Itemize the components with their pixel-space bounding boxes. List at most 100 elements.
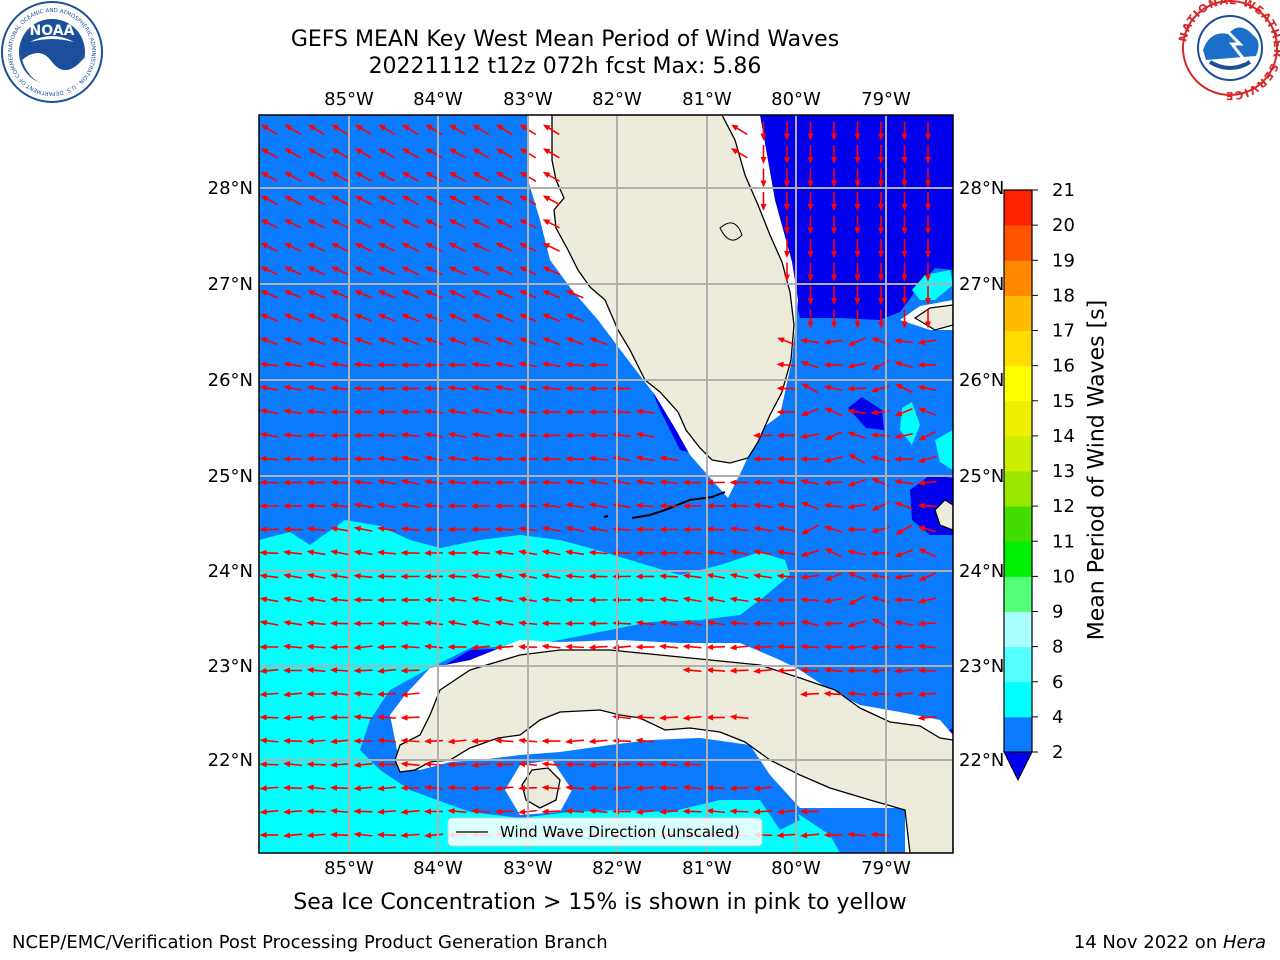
lat-label-right: 25°N bbox=[959, 466, 1004, 487]
dark-patch-1 bbox=[848, 397, 884, 430]
wave-direction-arrow bbox=[565, 502, 585, 509]
wave-direction-arrow bbox=[259, 737, 279, 744]
wave-direction-arrow bbox=[925, 168, 931, 188]
dark-blue-region bbox=[752, 115, 953, 320]
wave-direction-arrow bbox=[824, 407, 843, 417]
wave-direction-arrow bbox=[377, 290, 396, 299]
wave-direction-arrow bbox=[917, 502, 937, 509]
land-florida bbox=[551, 115, 795, 464]
colorbar-segment bbox=[1004, 330, 1032, 367]
wave-direction-arrow bbox=[471, 266, 490, 276]
wave-direction-arrow bbox=[635, 808, 655, 815]
wave-direction-arrow bbox=[377, 573, 397, 580]
wave-direction-arrow bbox=[807, 168, 814, 188]
wave-direction-arrow bbox=[729, 714, 749, 721]
wave-direction-arrow bbox=[306, 691, 326, 698]
wave-direction-arrow bbox=[854, 286, 861, 305]
wave-direction-arrow bbox=[565, 455, 585, 462]
wave-direction-arrow bbox=[307, 313, 326, 322]
wave-direction-arrow bbox=[330, 620, 350, 627]
wave-direction-arrow bbox=[471, 384, 491, 391]
wave-direction-arrow bbox=[306, 384, 326, 391]
wave-direction-arrow bbox=[400, 714, 420, 721]
wave-direction-arrow bbox=[401, 195, 419, 206]
wave-direction-arrow bbox=[283, 290, 302, 299]
lon-label-bottom: 85°W bbox=[324, 858, 374, 879]
wave-direction-arrow bbox=[425, 219, 443, 229]
colorbar-segment bbox=[1004, 576, 1032, 612]
wave-direction-arrow bbox=[401, 313, 420, 322]
wave-direction-arrow bbox=[494, 572, 514, 579]
wave-direction-arrow bbox=[259, 644, 279, 651]
wave-direction-arrow bbox=[494, 408, 514, 415]
lon-label-bottom: 83°W bbox=[503, 858, 553, 879]
wave-direction-arrow bbox=[259, 667, 279, 674]
wave-direction-arrow bbox=[330, 361, 350, 368]
wave-direction-arrow bbox=[894, 478, 914, 485]
wave-direction-arrow bbox=[377, 432, 397, 439]
footer-date-text: 14 Nov 2022 on bbox=[1073, 932, 1223, 953]
marquesas-keys bbox=[603, 515, 609, 518]
wave-direction-arrow bbox=[706, 784, 726, 791]
wave-direction-arrow bbox=[588, 478, 608, 485]
wave-direction-arrow bbox=[760, 168, 767, 188]
wave-direction-arrow bbox=[307, 148, 325, 159]
wave-direction-arrow bbox=[283, 266, 302, 276]
wave-direction-arrow bbox=[283, 384, 302, 391]
wave-direction-arrow bbox=[330, 385, 350, 392]
wave-direction-arrow bbox=[894, 502, 913, 510]
wave-direction-arrow bbox=[495, 242, 514, 252]
wave-direction-arrow bbox=[353, 432, 373, 439]
colorbar-segment bbox=[1004, 260, 1032, 296]
wave-direction-arrow bbox=[784, 262, 790, 282]
wave-direction-arrow bbox=[917, 479, 937, 486]
wave-direction-arrow bbox=[917, 620, 937, 627]
wave-direction-arrow bbox=[753, 667, 773, 674]
wave-direction-arrow bbox=[541, 643, 561, 650]
wave-direction-arrow bbox=[800, 691, 820, 698]
wave-direction-arrow bbox=[284, 171, 302, 182]
wave-direction-arrow bbox=[784, 192, 790, 211]
wave-direction-arrow bbox=[354, 195, 372, 206]
wave-direction-arrow bbox=[565, 620, 585, 627]
wave-direction-arrow bbox=[753, 573, 773, 579]
wave-direction-arrow bbox=[306, 456, 326, 463]
wave-direction-arrow bbox=[823, 832, 843, 839]
wave-direction-arrow bbox=[424, 643, 444, 650]
wave-direction-arrow bbox=[800, 478, 819, 485]
wave-direction-arrow bbox=[917, 667, 937, 674]
wave-direction-arrow bbox=[259, 503, 279, 510]
wave-direction-arrow bbox=[259, 431, 279, 438]
wave-direction-arrow bbox=[807, 286, 814, 305]
wave-direction-arrow bbox=[283, 596, 302, 603]
wave-direction-arrow bbox=[353, 549, 373, 556]
cyan-patch-bahamas-2 bbox=[900, 402, 920, 445]
lon-label-bottom: 80°W bbox=[771, 858, 821, 879]
noaa-logo-text: NOAA bbox=[30, 23, 75, 39]
wave-direction-arrow bbox=[682, 549, 702, 556]
wave-direction-arrow bbox=[377, 761, 397, 768]
wave-direction-arrow bbox=[400, 478, 420, 485]
wave-direction-arrow bbox=[259, 761, 279, 768]
wave-direction-arrow bbox=[635, 455, 655, 462]
wave-direction-arrow bbox=[760, 145, 767, 164]
wave-direction-arrow bbox=[565, 643, 585, 650]
wave-direction-arrow bbox=[353, 385, 373, 392]
wave-direction-arrow bbox=[424, 550, 444, 557]
wave-direction-arrow bbox=[494, 479, 514, 486]
wave-direction-arrow bbox=[894, 667, 914, 674]
wave-direction-arrow bbox=[330, 644, 350, 651]
wave-direction-arrow bbox=[447, 385, 467, 392]
wave-direction-arrow bbox=[917, 597, 937, 604]
wave-direction-arrow bbox=[400, 667, 420, 674]
wave-direction-arrow bbox=[682, 619, 702, 626]
lon-label-top: 83°W bbox=[503, 89, 553, 110]
wave-direction-arrow bbox=[353, 455, 373, 462]
wave-direction-arrow bbox=[541, 549, 561, 556]
wave-direction-arrow bbox=[471, 455, 491, 462]
wave-direction-arrow bbox=[823, 597, 843, 604]
wave-direction-arrow bbox=[424, 761, 444, 768]
wave-direction-arrow bbox=[878, 168, 884, 188]
wave-direction-arrow bbox=[565, 361, 585, 368]
wave-direction-arrow bbox=[706, 503, 726, 510]
